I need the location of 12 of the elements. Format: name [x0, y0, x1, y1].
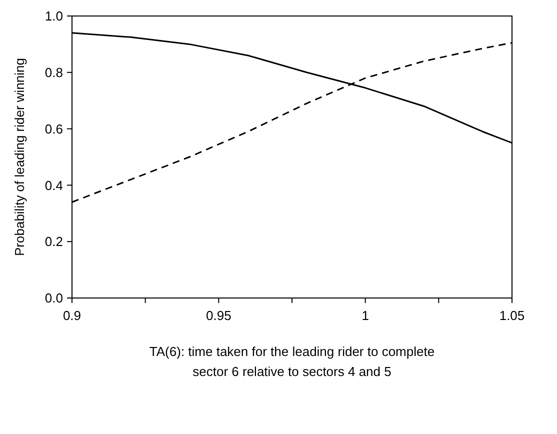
y-tick-label: 0.4: [44, 178, 63, 193]
x-axis-title: TA(6): time taken for the leading rider to complete sector 6 relative to sectors 4 and 5: [149, 344, 435, 379]
y-tick-label: 0.6: [44, 121, 63, 136]
x-tick-label: 0.95: [206, 308, 232, 323]
x-tick-label: 1: [362, 308, 369, 323]
y-axis-title: Probability of leading rider winning: [12, 58, 27, 256]
y-tick-label: 0.8: [44, 64, 63, 80]
y-tick-label: 0.2: [44, 234, 63, 250]
y-tick-label: 1.0: [44, 8, 63, 24]
x-tick-label: 1.05: [499, 308, 525, 323]
x-tick-label: 0.9: [62, 308, 82, 323]
y-tick-label: 0.0: [44, 290, 63, 306]
